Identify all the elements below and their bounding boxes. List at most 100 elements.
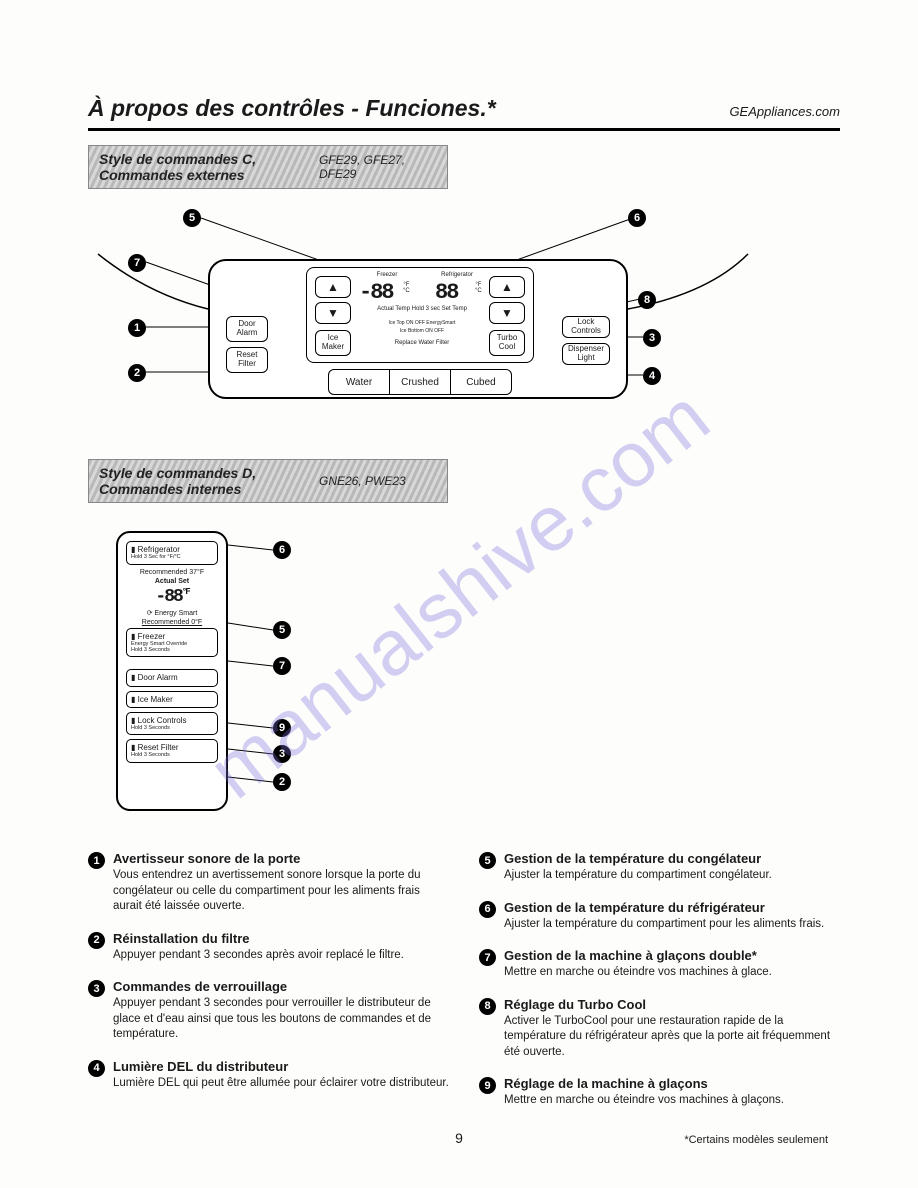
desc-num: 6 <box>479 901 496 918</box>
desc-title: Réinstallation du filtre <box>113 931 404 946</box>
dispenser-row: Water Crushed Cubed <box>328 369 512 395</box>
desc-body: Appuyer pendant 3 secondes pour verrouil… <box>113 996 449 1043</box>
info-line: Actual Temp Hold 3 sec Set Temp <box>357 306 487 312</box>
cubed-button[interactable]: Cubed <box>451 370 511 394</box>
turbo-cool-button[interactable]: Turbo Cool <box>489 330 525 356</box>
desc-item-3: 3Commandes de verrouillageAppuyer pendan… <box>88 979 449 1043</box>
d-energy-smart: ⟳ Energy Smart <box>126 609 218 617</box>
crushed-button[interactable]: Crushed <box>390 370 451 394</box>
desc-num: 8 <box>479 998 496 1015</box>
d-callout-6: 6 <box>273 541 291 559</box>
d-temp: -88°F <box>126 587 218 607</box>
desc-item-2: 2 Réinstallation du filtre Appuyer pendant… <box>88 931 449 964</box>
d-callout-2: 2 <box>273 773 291 791</box>
center-display: ▲ ▼ ▲ ▼ Ice Maker Turbo Cool Freezer Ref… <box>306 267 534 363</box>
desc-item-6: 6 Gestion de la température du réfrigérat… <box>479 900 840 933</box>
d-recommended-top: Recommended 37°F <box>126 569 218 576</box>
page-number: 9 <box>455 1130 463 1146</box>
desc-col-right: 5 Gestion de la température du congélateu… <box>479 851 840 1125</box>
callout-5: 5 <box>183 209 201 227</box>
d-actual-set: Actual Set <box>126 578 218 585</box>
style-c-models: GFE29, GFE27, DFE29 <box>319 153 405 182</box>
desc-body: Ajuster la température du compartiment c… <box>504 868 772 884</box>
d-freezer-button[interactable]: ▮ FreezerEnergy Smart Override Hold 3 Se… <box>126 628 218 658</box>
desc-col-left: 1Avertisseur sonore de la porteVous ente… <box>88 851 449 1125</box>
panel-d: ▮ RefrigeratorHold 3 Sec for °F/°C Recom… <box>116 531 228 811</box>
style-c-label: Style de commandes C, Commandes externes <box>99 151 256 183</box>
callout-3: 3 <box>643 329 661 347</box>
site-url: GEAppliances.com <box>729 104 840 119</box>
d-callout-3: 3 <box>273 745 291 763</box>
desc-item-7: 7 Gestion de la machine à glaçons double*… <box>479 948 840 981</box>
desc-item-8: 8 Réglage du Turbo Cool Activer le TurboCo… <box>479 997 840 1061</box>
panel-c: Door Alarm Reset Filter Lock Controls Di… <box>208 259 628 399</box>
d-callout-7: 7 <box>273 657 291 675</box>
water-button[interactable]: Water <box>329 370 390 394</box>
desc-num: 9 <box>479 1077 496 1094</box>
dispenser-light-button[interactable]: Dispenser Light <box>562 343 610 365</box>
callout-4: 4 <box>643 367 661 385</box>
desc-num: 7 <box>479 949 496 966</box>
freezer-up-button[interactable]: ▲ <box>315 276 351 298</box>
callout-2: 2 <box>128 364 146 382</box>
reset-filter-button[interactable]: Reset Filter <box>226 347 268 373</box>
panel-d-diagram: ▮ RefrigeratorHold 3 Sec for °F/°C Recom… <box>88 523 428 823</box>
desc-title: Avertisseur sonore de la porte <box>113 851 449 866</box>
d-door-alarm-button[interactable]: ▮ Door Alarm <box>126 669 218 686</box>
door-alarm-button[interactable]: Door Alarm <box>226 316 268 342</box>
d-lock-controls-button[interactable]: ▮ Lock ControlsHold 3 Seconds <box>126 712 218 736</box>
d-refrigerator-button[interactable]: ▮ RefrigeratorHold 3 Sec for °F/°C <box>126 541 218 565</box>
d-recommended-bot: Recommended 0°F <box>126 619 218 626</box>
desc-num: 2 <box>88 932 105 949</box>
unit-fc-2: °F °C <box>475 282 482 294</box>
page-header: À propos des contrôles - Funciones.* GEA… <box>88 95 840 131</box>
descriptions: 1Avertisseur sonore de la porteVous ente… <box>88 851 840 1125</box>
desc-body: Mettre en marche ou éteindre vos machine… <box>504 1093 784 1109</box>
callout-6: 6 <box>628 209 646 227</box>
freezer-temp: -88 <box>359 280 393 305</box>
desc-body: Mettre en marche ou éteindre vos machine… <box>504 965 772 981</box>
d-reset-filter-button[interactable]: ▮ Reset FilterHold 3 Seconds <box>126 739 218 763</box>
fridge-up-button[interactable]: ▲ <box>489 276 525 298</box>
style-d-banner: Style de commandes D, Commandes internes… <box>88 459 448 503</box>
desc-item-4: 4 Lumière DEL du distributeur Lumière DEL … <box>88 1059 449 1092</box>
desc-body: Activer le TurboCool pour une restaurati… <box>504 1014 840 1061</box>
freezer-label: Freezer <box>367 272 407 278</box>
desc-title: Gestion de la machine à glaçons double* <box>504 948 772 963</box>
desc-body: Lumière DEL qui peut être allumée pour é… <box>113 1076 449 1092</box>
desc-body: Ajuster la température du compartiment p… <box>504 917 824 933</box>
fridge-temp: 88 <box>435 280 457 305</box>
status-3: Replace Water Filter <box>359 340 485 346</box>
style-d-label: Style de commandes D, Commandes internes <box>99 465 256 497</box>
desc-item-1: 1Avertisseur sonore de la porteVous ente… <box>88 851 449 915</box>
desc-title: Réglage de la machine à glaçons <box>504 1076 784 1091</box>
desc-title: Gestion de la température du réfrigérate… <box>504 900 824 915</box>
d-ice-maker-button[interactable]: ▮ Ice Maker <box>126 691 218 708</box>
desc-body: Vous entendrez un avertissement sonore l… <box>113 868 449 915</box>
desc-body: Appuyer pendant 3 secondes après avoir r… <box>113 948 404 964</box>
callout-1: 1 <box>128 319 146 337</box>
freezer-down-button[interactable]: ▼ <box>315 302 351 324</box>
desc-title: Gestion de la température du congélateur <box>504 851 772 866</box>
status-2: Ice Bottom ON OFF <box>359 328 485 334</box>
callout-7: 7 <box>128 254 146 272</box>
fridge-label: Refrigerator <box>432 272 482 278</box>
fridge-down-button[interactable]: ▼ <box>489 302 525 324</box>
desc-item-9: 9 Réglage de la machine à glaçons Mettre e… <box>479 1076 840 1109</box>
panel-c-diagram: 5 6 7 8 1 3 2 4 Door Alarm Reset Filter <box>88 199 828 429</box>
unit-fc-1: °F °C <box>403 282 410 294</box>
callout-8: 8 <box>638 291 656 309</box>
desc-num: 4 <box>88 1060 105 1077</box>
desc-title: Lumière DEL du distributeur <box>113 1059 449 1074</box>
ice-maker-button[interactable]: Ice Maker <box>315 330 351 356</box>
lock-controls-button[interactable]: Lock Controls <box>562 316 610 338</box>
desc-title: Commandes de verrouillage <box>113 979 449 994</box>
desc-num: 5 <box>479 852 496 869</box>
page-title: À propos des contrôles - Funciones.* <box>88 95 496 122</box>
d-callout-9: 9 <box>273 719 291 737</box>
d-callout-5: 5 <box>273 621 291 639</box>
desc-title: Réglage du Turbo Cool <box>504 997 840 1012</box>
desc-item-5: 5 Gestion de la température du congélateu… <box>479 851 840 884</box>
footnote: *Certains modèles seulement <box>684 1134 828 1146</box>
status-1: Ice Top ON OFF EnergySmart <box>359 320 485 326</box>
